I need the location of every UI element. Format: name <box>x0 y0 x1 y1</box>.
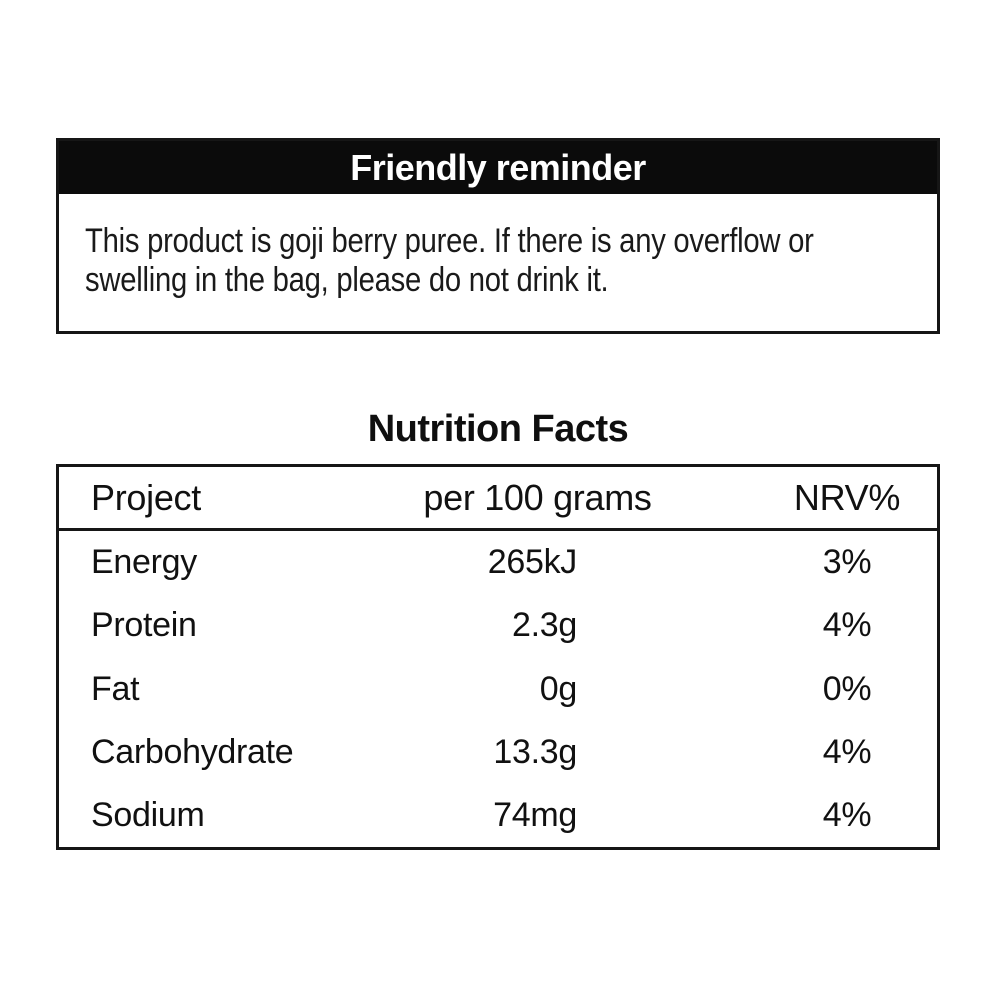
row-name: Fat <box>91 669 140 708</box>
row-nrv: 0% <box>822 669 872 708</box>
column-header-project: Project <box>91 476 201 518</box>
reminder-title: Friendly reminder <box>350 146 646 188</box>
row-name: Protein <box>91 606 197 645</box>
table-row-carbohydrate: Carbohydrate 13.3g 4% <box>59 721 937 784</box>
reminder-box: Friendly reminder This product is goji b… <box>56 138 940 334</box>
reminder-header-bar: Friendly reminder <box>59 141 937 194</box>
table-row-sodium: Sodium 74mg 4% <box>59 784 937 847</box>
table-body: Energy 265kJ 3% Protein 2.3g 4% Fat 0g 0… <box>59 531 937 847</box>
table-row-protein: Protein 2.3g 4% <box>59 594 937 657</box>
row-name: Carbohydrate <box>91 732 294 771</box>
row-name: Energy <box>91 543 197 582</box>
row-nrv: 3% <box>822 543 872 582</box>
reminder-body-line-2: swelling in the bag, please do not drink… <box>85 261 609 299</box>
table-header-row: Project per 100 grams NRV% <box>59 467 937 531</box>
row-amount: 0g <box>539 669 578 708</box>
row-name: Sodium <box>91 795 205 834</box>
table-row-fat: Fat 0g 0% <box>59 657 937 720</box>
row-amount: 74mg <box>493 795 577 834</box>
nutrition-facts-title: Nutrition Facts <box>367 408 629 450</box>
row-amount: 13.3g <box>493 732 577 771</box>
table-row-energy: Energy 265kJ 3% <box>59 531 937 594</box>
column-header-per-100-grams: per 100 grams <box>423 476 652 518</box>
row-amount: 2.3g <box>512 606 577 645</box>
row-nrv: 4% <box>822 606 872 645</box>
reminder-body: This product is goji berry puree. If the… <box>59 194 937 300</box>
nutrition-facts-table: Project per 100 grams NRV% Energy 265kJ … <box>56 464 940 850</box>
row-nrv: 4% <box>822 795 872 834</box>
column-header-nrv-percent: NRV% <box>793 476 901 518</box>
row-amount: 265kJ <box>487 543 578 582</box>
row-nrv: 4% <box>822 732 872 771</box>
reminder-body-line-1: This product is goji berry puree. If the… <box>85 222 814 260</box>
